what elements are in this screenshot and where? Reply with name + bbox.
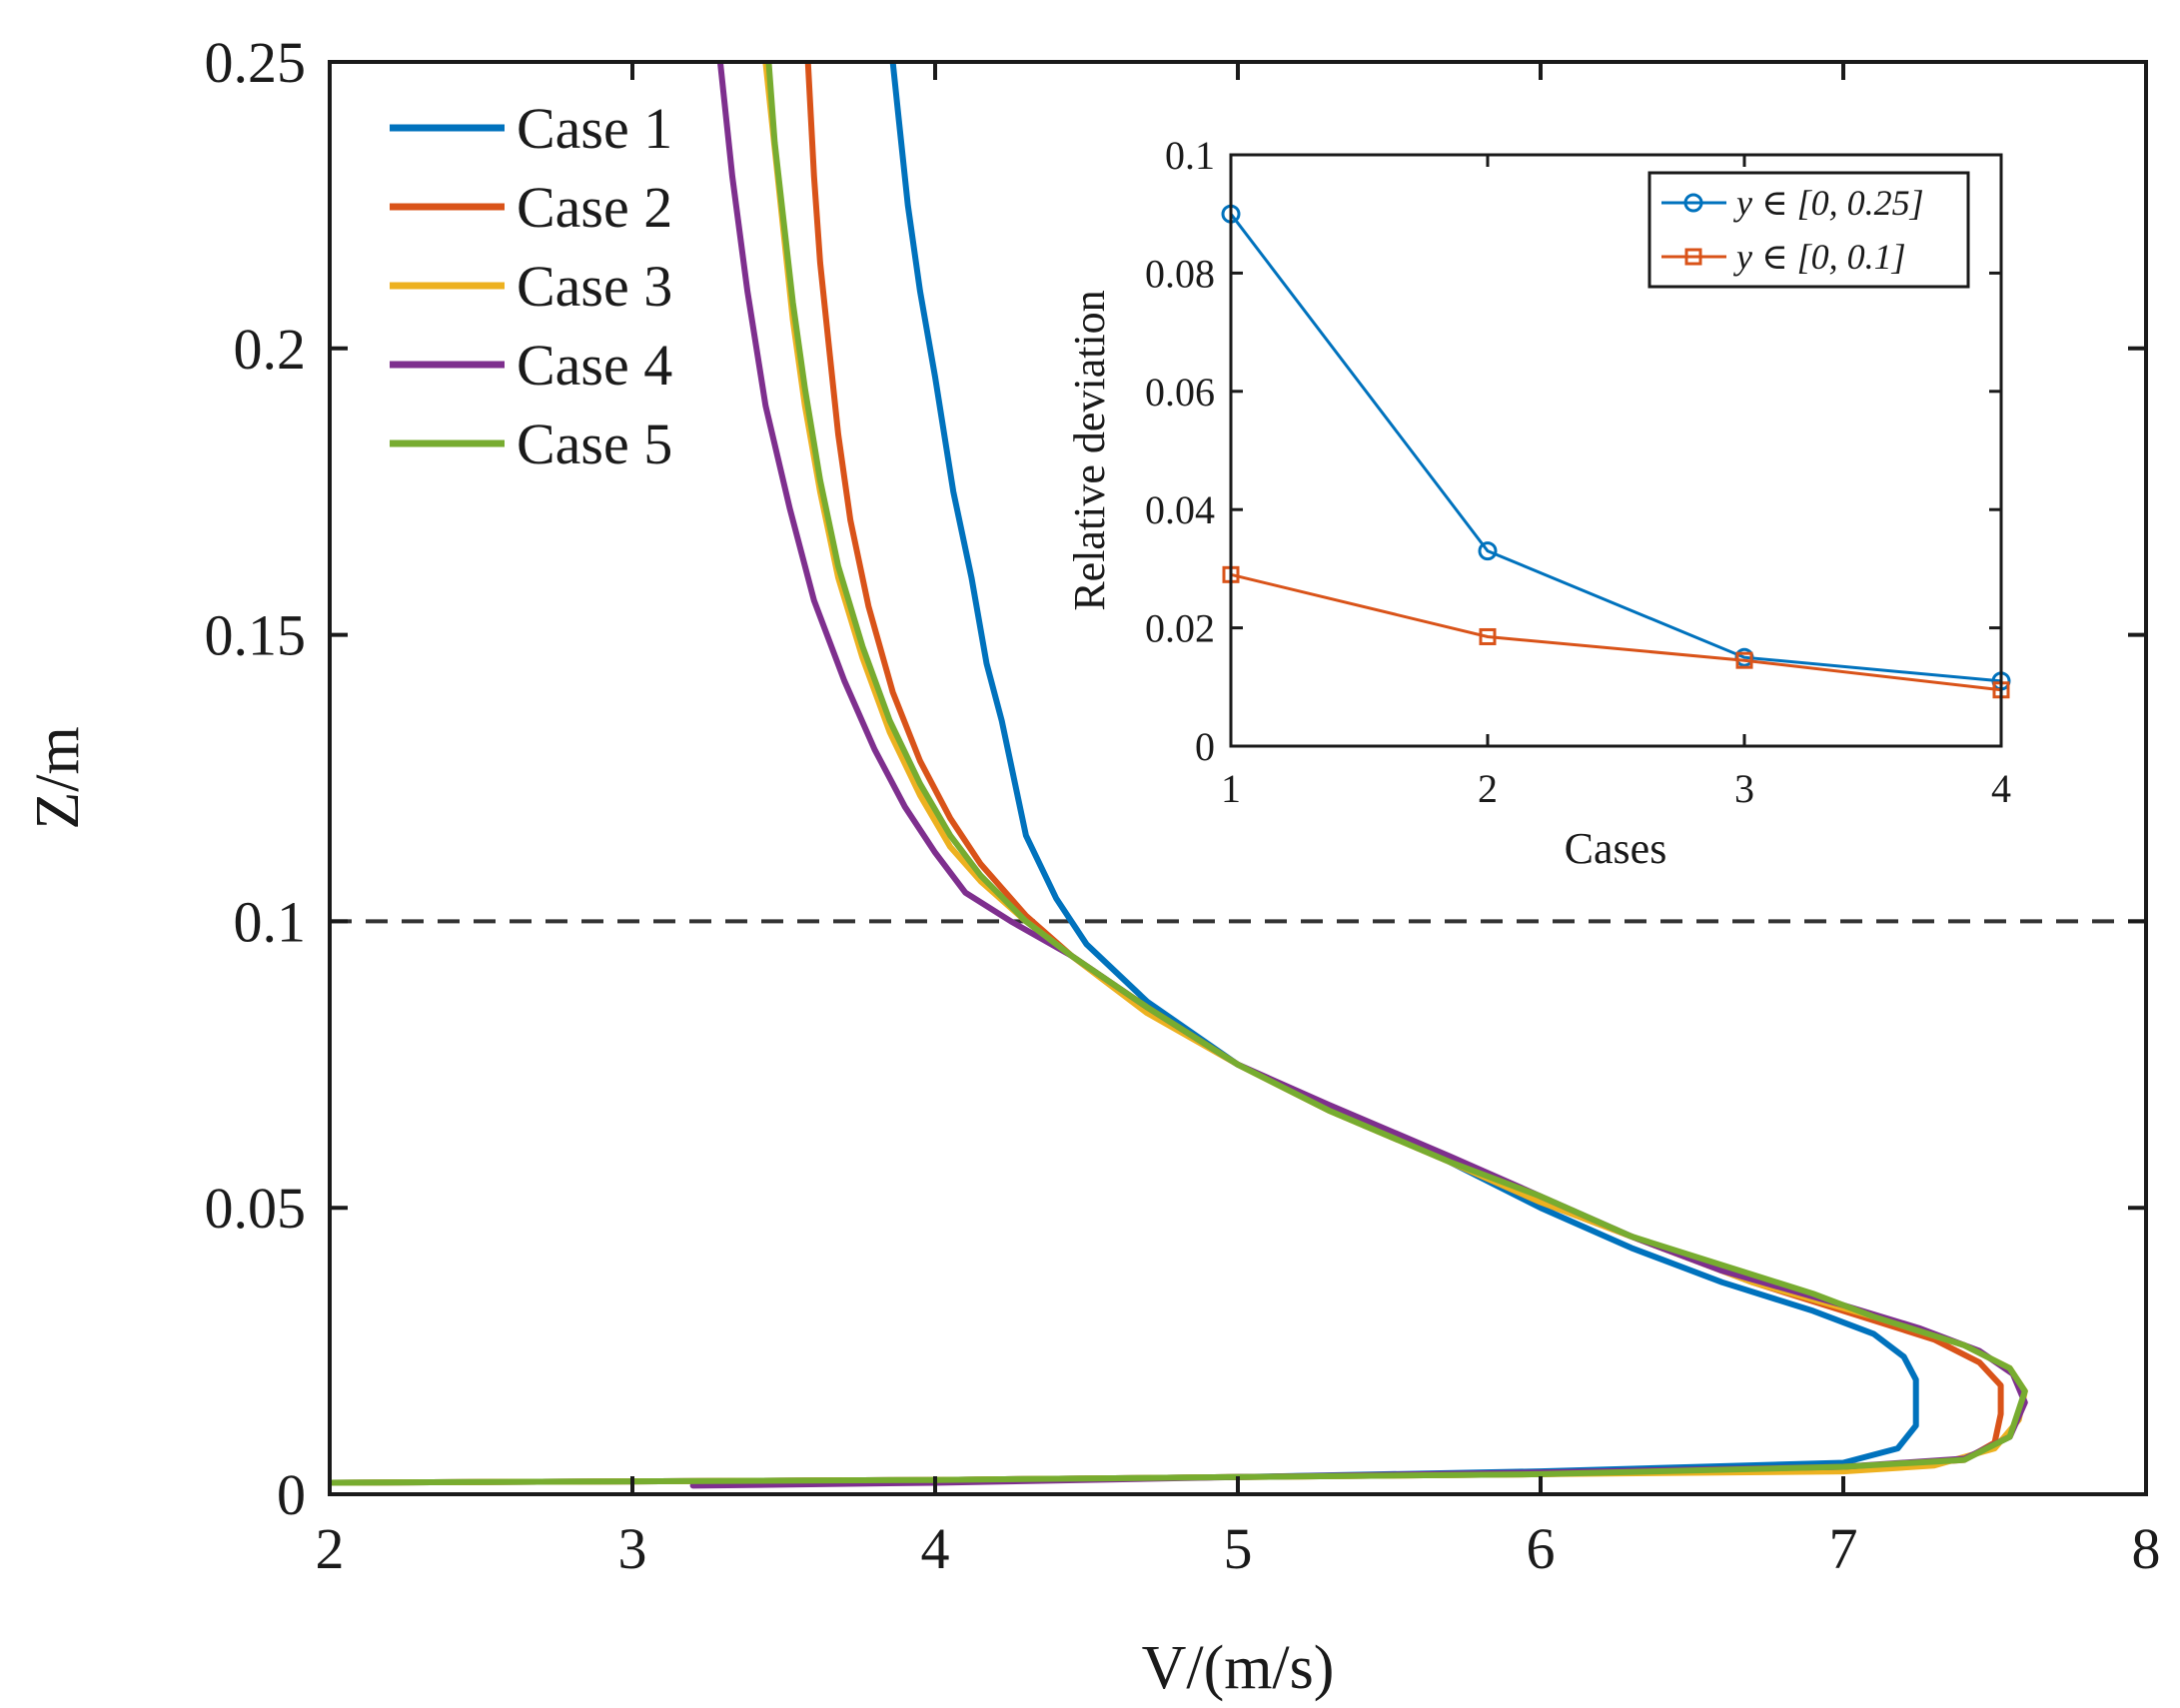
main-y-tick-label: 0.2 — [234, 317, 307, 382]
main-y-ticks: 0 0.05 0.1 0.15 0.2 0.25 — [205, 30, 2146, 1527]
inset-y-axis-label: Relative deviation — [1065, 290, 1114, 610]
inset-y-tick-label: 0.02 — [1145, 606, 1215, 651]
main-y-tick-label: 0.15 — [205, 603, 307, 668]
main-legend: Case 1 Case 2 Case 3 Case 4 Case 5 — [390, 96, 672, 476]
series-line-case-5 — [330, 62, 2028, 1486]
inset-series-line-2 — [1230, 572, 2002, 692]
legend-label-case-1: Case 1 — [517, 96, 672, 161]
inset-legend-label: y ∈ [0, 0.1] — [1733, 237, 1906, 277]
inset-y-tick-label: 0.04 — [1145, 487, 1215, 532]
inset-marker-square — [1479, 627, 1497, 645]
inset-y-tick-label: 0 — [1195, 724, 1215, 769]
inset-y-ticks: 0 0.02 0.04 0.06 0.08 0.1 — [1145, 133, 2001, 769]
legend-label-case-4: Case 4 — [517, 333, 672, 398]
inset-x-tick-label: 3 — [1734, 766, 1754, 811]
inset-y-tick-label: 0.08 — [1145, 251, 1215, 296]
main-series-group — [330, 62, 2028, 1489]
main-x-tick-label: 4 — [921, 1516, 950, 1581]
inset-y-tick-label: 0.1 — [1165, 133, 1215, 178]
main-x-ticks: 2 3 4 5 6 7 8 — [316, 62, 2161, 1581]
legend-label-case-5: Case 5 — [517, 412, 672, 476]
main-y-tick-label: 0 — [277, 1462, 306, 1527]
inset-x-tick-label: 2 — [1478, 766, 1498, 811]
main-y-tick-label: 0.25 — [205, 30, 307, 95]
inset-x-tick-label: 1 — [1221, 766, 1241, 811]
inset-x-ticks: 1 2 3 4 — [1221, 155, 2011, 811]
legend-label-case-3: Case 3 — [517, 254, 672, 319]
main-x-tick-label: 8 — [2132, 1516, 2161, 1581]
main-x-tick-label: 7 — [1829, 1516, 1858, 1581]
inset-legend-marker-square — [1684, 248, 1702, 266]
inset-marker-square — [1735, 651, 1753, 669]
inset-plot: 1 2 3 4 0 0.02 0.04 0.06 0.08 0.1 Cases Relative… — [1065, 133, 2011, 873]
legend-label-case-2: Case 2 — [517, 175, 672, 240]
main-y-tick-label: 0.05 — [205, 1176, 307, 1241]
inset-x-tick-label: 4 — [1991, 766, 2011, 811]
main-y-axis-label: Z/m — [24, 726, 92, 829]
inset-axes-box — [1229, 153, 2003, 748]
inset-marker-circle — [1478, 541, 1498, 561]
inset-legend-label: y ∈ [0, 0.25] — [1733, 183, 1924, 223]
inset-y-tick-label: 0.06 — [1145, 370, 1215, 415]
main-y-tick-label: 0.1 — [234, 889, 307, 954]
main-x-tick-label: 6 — [1527, 1516, 1556, 1581]
inset-legend: y ∈ [0, 0.25] y ∈ [0, 0.1] — [1647, 171, 1970, 289]
inset-series-group — [1221, 204, 2011, 699]
inset-series-line-1 — [1229, 213, 2002, 683]
main-x-axis-label: V/(m/s) — [1142, 1634, 1335, 1702]
main-x-tick-label: 3 — [618, 1516, 647, 1581]
inset-legend-box — [1647, 171, 1970, 289]
inset-legend-marker-circle — [1683, 193, 1703, 213]
main-x-tick-label: 2 — [316, 1516, 345, 1581]
inset-x-axis-label: Cases — [1565, 824, 1667, 873]
main-x-tick-label: 5 — [1224, 1516, 1253, 1581]
